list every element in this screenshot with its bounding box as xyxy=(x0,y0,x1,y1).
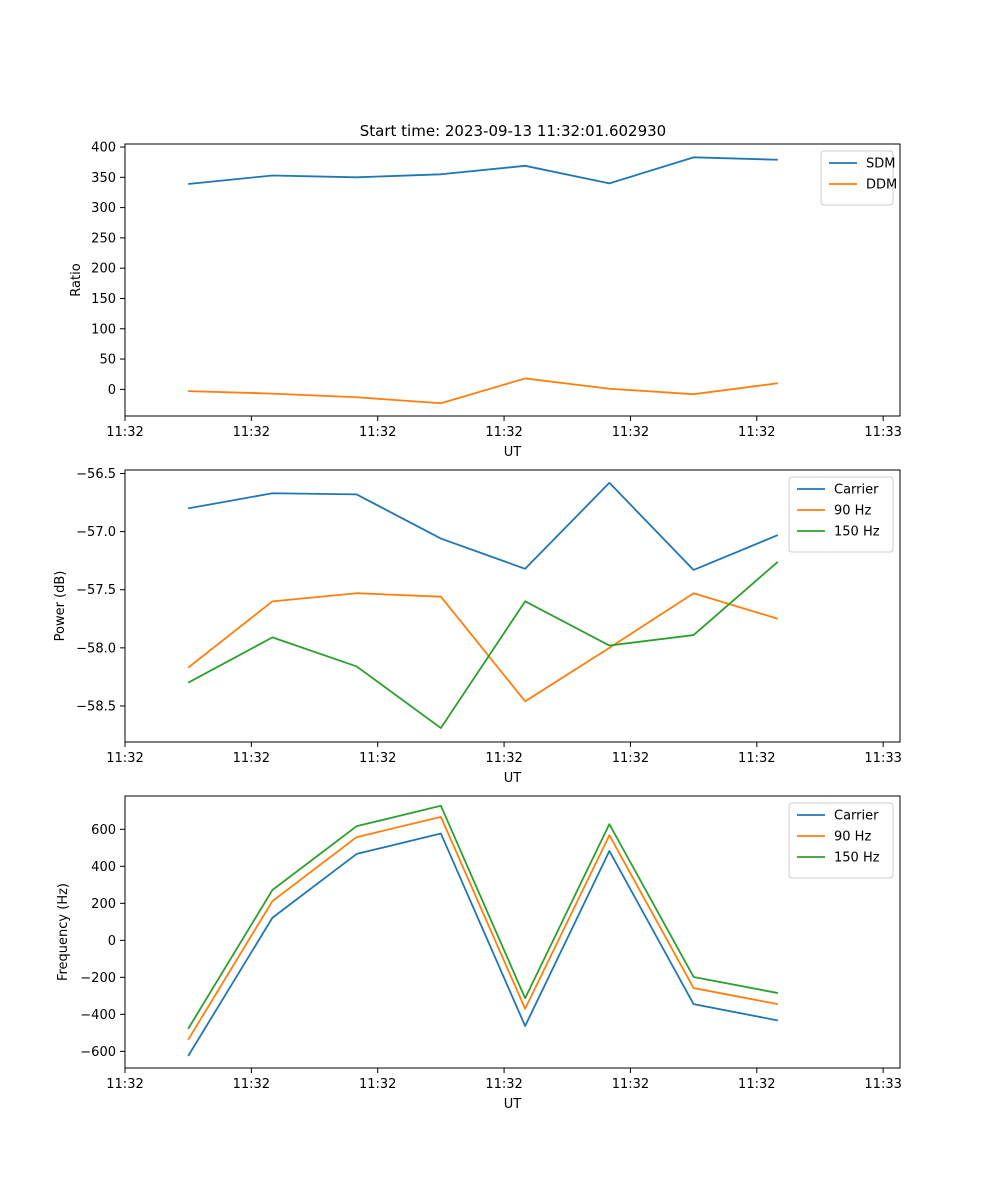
ratio-y-tick-label: 100 xyxy=(91,322,116,337)
ratio-legend-label: DDM xyxy=(866,178,897,193)
power-legend-label: 150 Hz xyxy=(834,525,880,540)
frequency-x-tick-label: 11:32 xyxy=(485,1077,522,1092)
power-x-tick-label: 11:33 xyxy=(864,751,901,766)
ratio-y-tick-label: 200 xyxy=(91,262,116,277)
ratio-y-tick-label: 250 xyxy=(91,231,116,246)
ratio-y-tick-label: 300 xyxy=(91,201,116,216)
power-legend-label: 90 Hz xyxy=(834,504,871,519)
ratio-x-tick-label: 11:32 xyxy=(485,425,522,440)
frequency-x-tick-label: 11:33 xyxy=(864,1077,901,1092)
frequency-x-tick-label: 11:32 xyxy=(359,1077,396,1092)
power-x-tick-label: 11:32 xyxy=(359,751,396,766)
frequency-y-tick-label: 400 xyxy=(91,860,116,875)
frequency-legend-label: Carrier xyxy=(834,809,879,824)
frequency-y-tick-label: −200 xyxy=(80,971,116,986)
frequency-x-tick-label: 11:32 xyxy=(106,1077,143,1092)
ratio-y-tick-label: 350 xyxy=(91,171,116,186)
power-series-150-hz xyxy=(187,561,779,729)
ratio-series-ddm xyxy=(188,377,778,405)
ratio-legend: SDM DDM xyxy=(820,150,897,206)
frequency-y-tick-label: −400 xyxy=(80,1008,116,1023)
frequency-axes-frame xyxy=(124,795,901,1069)
ratio-y-tick-label: 150 xyxy=(91,292,116,307)
ratio-x-tick-label: 11:32 xyxy=(359,425,396,440)
frequency-y-axis-label: Frequency (Hz) xyxy=(56,883,71,981)
frequency-series-150-hz xyxy=(187,804,779,1030)
ratio-y-tick-label: 0 xyxy=(108,383,116,398)
ratio-y-tick-label: 400 xyxy=(91,141,116,156)
ratio-series-sdm xyxy=(188,156,778,185)
frequency-y-tick-label: 0 xyxy=(108,934,116,949)
power-y-tick-label: −58.5 xyxy=(76,699,116,714)
power-axes-frame xyxy=(124,469,901,743)
ratio-x-tick-label: 11:32 xyxy=(612,425,649,440)
power-y-tick-label: −56.5 xyxy=(76,467,116,482)
power-x-tick-label: 11:32 xyxy=(233,751,270,766)
frequency-x-tick-label: 11:32 xyxy=(233,1077,270,1092)
ratio-legend-label: SDM xyxy=(866,157,895,172)
power-x-axis-label: UT xyxy=(504,771,522,786)
frequency-panel: 11:32 11:32 11:32 11:32 11:32 11:32 11:33 −600 −… xyxy=(56,795,902,1112)
frequency-legend-frame xyxy=(788,802,894,879)
power-x-tick-label: 11:32 xyxy=(738,751,775,766)
frequency-series-carrier xyxy=(187,832,779,1057)
power-series-90-hz xyxy=(187,592,779,703)
power-legend-frame xyxy=(788,476,894,553)
frequency-x-axis-label: UT xyxy=(504,1097,522,1112)
figure-title: Start time: 2023-09-13 11:32:01.602930 xyxy=(360,122,666,140)
frequency-y-tick-label: 200 xyxy=(91,897,116,912)
frequency-x-tick-label: 11:32 xyxy=(612,1077,649,1092)
frequency-legend-label: 150 Hz xyxy=(834,851,880,866)
ratio-x-tick-label: 11:32 xyxy=(106,425,143,440)
ratio-y-axis-label: Ratio xyxy=(69,263,84,296)
ratio-legend-frame xyxy=(820,150,894,206)
power-legend-label: Carrier xyxy=(834,483,879,498)
frequency-x-tick-label: 11:32 xyxy=(738,1077,775,1092)
ratio-x-tick-label: 11:32 xyxy=(233,425,270,440)
ratio-axes-frame xyxy=(124,143,901,417)
power-x-tick-label: 11:32 xyxy=(612,751,649,766)
power-y-axis-label: Power (dB) xyxy=(53,571,68,642)
power-x-tick-label: 11:32 xyxy=(106,751,143,766)
power-x-tick-label: 11:32 xyxy=(485,751,522,766)
frequency-y-tick-label: 600 xyxy=(91,823,116,838)
ratio-panel: 11:32 11:32 11:32 11:32 11:32 11:32 11:33 0 50 10… xyxy=(69,141,902,460)
frequency-legend-label: 90 Hz xyxy=(834,830,871,845)
power-y-tick-label: −57.0 xyxy=(76,525,116,540)
frequency-series-90-hz xyxy=(187,816,779,1041)
ratio-x-tick-label: 11:32 xyxy=(738,425,775,440)
power-y-tick-label: −57.5 xyxy=(76,583,116,598)
frequency-legend: Carrier 90 Hz 150 Hz xyxy=(788,802,894,879)
power-panel: 11:32 11:32 11:32 11:32 11:32 11:32 11:33 −58.5… xyxy=(53,467,902,786)
ratio-x-tick-label: 11:33 xyxy=(864,425,901,440)
power-y-tick-label: −58.0 xyxy=(76,641,116,656)
power-series-carrier xyxy=(188,481,779,571)
power-legend: Carrier 90 Hz 150 Hz xyxy=(788,476,894,553)
ratio-x-axis-label: UT xyxy=(504,445,522,460)
ratio-y-tick-label: 50 xyxy=(99,353,116,368)
frequency-y-tick-label: −600 xyxy=(80,1045,116,1060)
